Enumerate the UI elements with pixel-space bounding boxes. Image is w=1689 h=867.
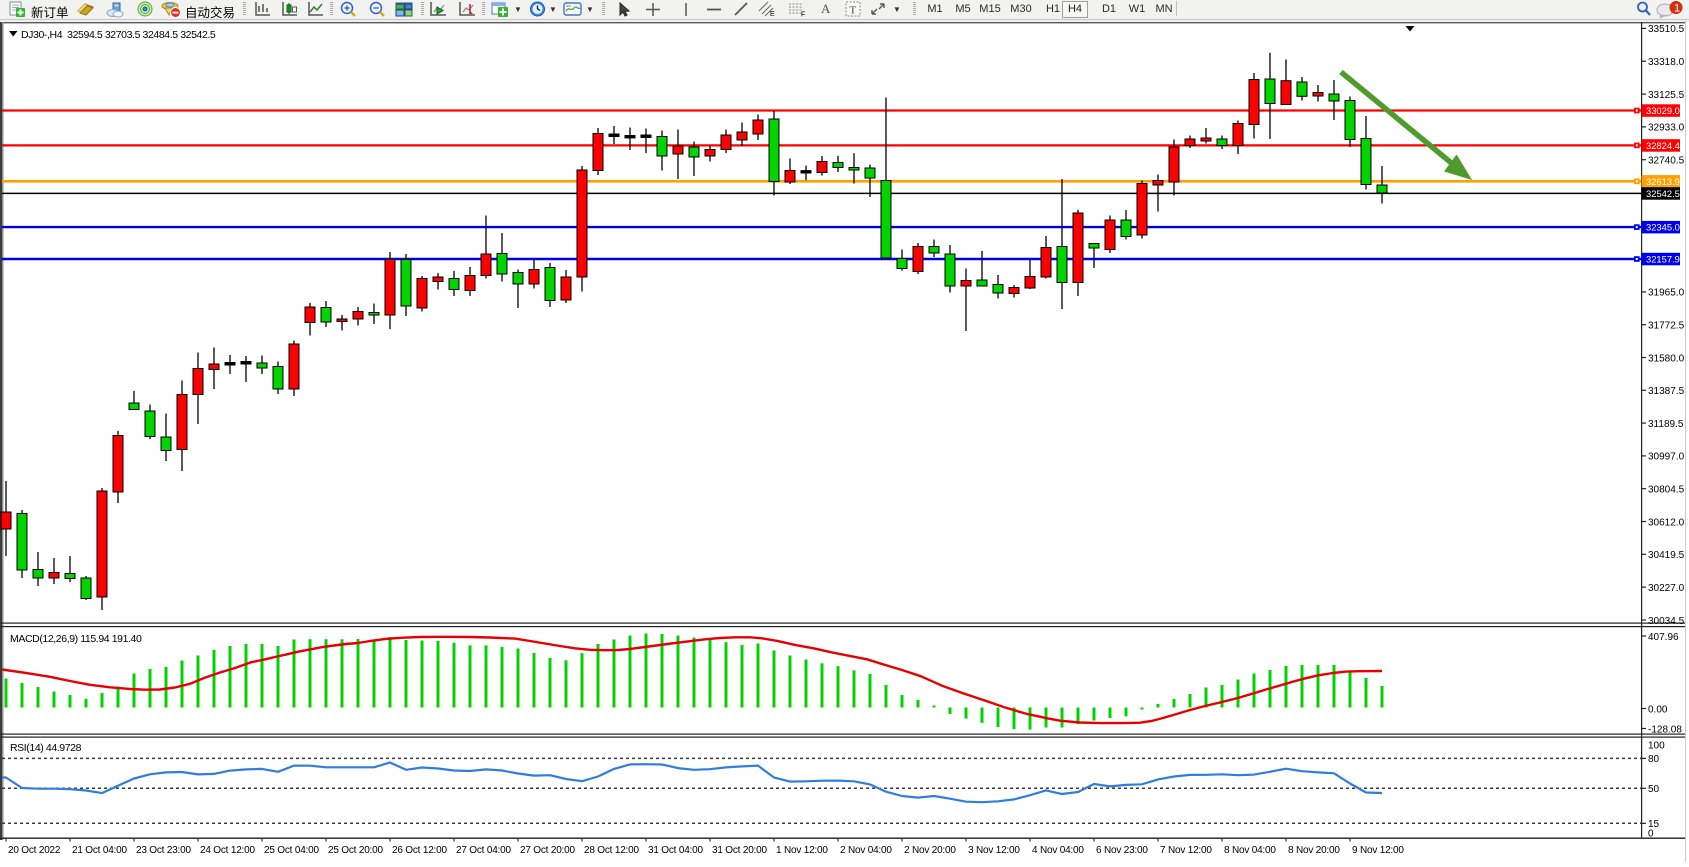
svg-text:27 Oct 04:00: 27 Oct 04:00: [456, 845, 511, 856]
svg-text:27 Oct 20:00: 27 Oct 20:00: [520, 845, 575, 856]
svg-text:1: 1: [1674, 3, 1680, 15]
svg-text:8 Nov 20:00: 8 Nov 20:00: [1288, 845, 1340, 856]
svg-text:26 Oct 12:00: 26 Oct 12:00: [392, 845, 447, 856]
svg-text:33029.0: 33029.0: [1646, 105, 1680, 116]
svg-text:31772.5: 31772.5: [1648, 321, 1685, 332]
svg-text:23 Oct 23:00: 23 Oct 23:00: [136, 845, 191, 856]
svg-text:21 Oct 04:00: 21 Oct 04:00: [72, 845, 127, 856]
svg-text:30804.5: 30804.5: [1648, 485, 1685, 496]
svg-text:28 Oct 12:00: 28 Oct 12:00: [584, 845, 639, 856]
svg-text:32345.0: 32345.0: [1646, 222, 1680, 233]
svg-text:0: 0: [1648, 828, 1654, 839]
svg-text:E: E: [770, 11, 775, 18]
svg-text:4 Nov 04:00: 4 Nov 04:00: [1032, 845, 1084, 856]
svg-text:31189.5: 31189.5: [1648, 419, 1684, 430]
svg-text:15: 15: [1648, 819, 1660, 830]
svg-text:32740.5: 32740.5: [1648, 156, 1685, 167]
svg-text:33318.0: 33318.0: [1648, 57, 1685, 68]
svg-text:0.00: 0.00: [1648, 704, 1668, 715]
svg-text:30419.5: 30419.5: [1648, 550, 1685, 561]
svg-text:RSI(14) 44.9728: RSI(14) 44.9728: [10, 742, 82, 754]
svg-text:2 Nov 20:00: 2 Nov 20:00: [904, 845, 956, 856]
svg-text:8 Nov 04:00: 8 Nov 04:00: [1224, 845, 1276, 856]
svg-text:25 Oct 04:00: 25 Oct 04:00: [264, 845, 319, 856]
svg-text:MACD(12,26,9) 115.94 191.40: MACD(12,26,9) 115.94 191.40: [10, 633, 142, 645]
svg-text:30997.0: 30997.0: [1648, 452, 1685, 463]
svg-text:9 Nov 12:00: 9 Nov 12:00: [1352, 845, 1404, 856]
svg-text:1 Nov 12:00: 1 Nov 12:00: [776, 845, 828, 856]
svg-text:31580.0: 31580.0: [1648, 353, 1685, 364]
svg-text:31387.5: 31387.5: [1648, 386, 1685, 397]
svg-text:33125.5: 33125.5: [1648, 90, 1685, 101]
svg-text:30227.0: 30227.0: [1648, 583, 1685, 594]
svg-text:-128.08: -128.08: [1648, 724, 1682, 735]
svg-text:50: 50: [1648, 784, 1660, 795]
svg-text:20 Oct 2022: 20 Oct 2022: [8, 845, 61, 856]
svg-text:7 Nov 12:00: 7 Nov 12:00: [1160, 845, 1212, 856]
svg-text:31 Oct 20:00: 31 Oct 20:00: [712, 845, 767, 856]
svg-text:31 Oct 04:00: 31 Oct 04:00: [648, 845, 703, 856]
svg-text:F: F: [801, 12, 805, 19]
svg-text:T: T: [850, 5, 857, 17]
svg-text:3 Nov 12:00: 3 Nov 12:00: [968, 845, 1020, 856]
svg-text:31965.0: 31965.0: [1648, 288, 1685, 299]
svg-text:407.96: 407.96: [1648, 632, 1679, 643]
svg-text:80: 80: [1648, 754, 1660, 765]
svg-text:100: 100: [1648, 740, 1665, 751]
svg-text:DJ30-,H4 32594.5 32703.5 3248: DJ30-,H4 32594.5 32703.5 32484.5 32542.5: [21, 29, 216, 41]
svg-text:33510.5: 33510.5: [1648, 24, 1685, 35]
svg-text:30612.0: 30612.0: [1648, 517, 1685, 528]
svg-text:24 Oct 12:00: 24 Oct 12:00: [200, 845, 255, 856]
svg-text:32157.9: 32157.9: [1646, 254, 1680, 265]
svg-text:32824.4: 32824.4: [1646, 140, 1680, 151]
svg-text:30034.5: 30034.5: [1648, 616, 1685, 627]
svg-text:32613.9: 32613.9: [1646, 176, 1680, 187]
svg-text:32542.5: 32542.5: [1646, 188, 1680, 199]
svg-text:32933.0: 32933.0: [1648, 123, 1685, 134]
svg-text:6 Nov 23:00: 6 Nov 23:00: [1096, 845, 1148, 856]
svg-text:25 Oct 20:00: 25 Oct 20:00: [328, 845, 383, 856]
svg-text:2 Nov 04:00: 2 Nov 04:00: [840, 845, 892, 856]
